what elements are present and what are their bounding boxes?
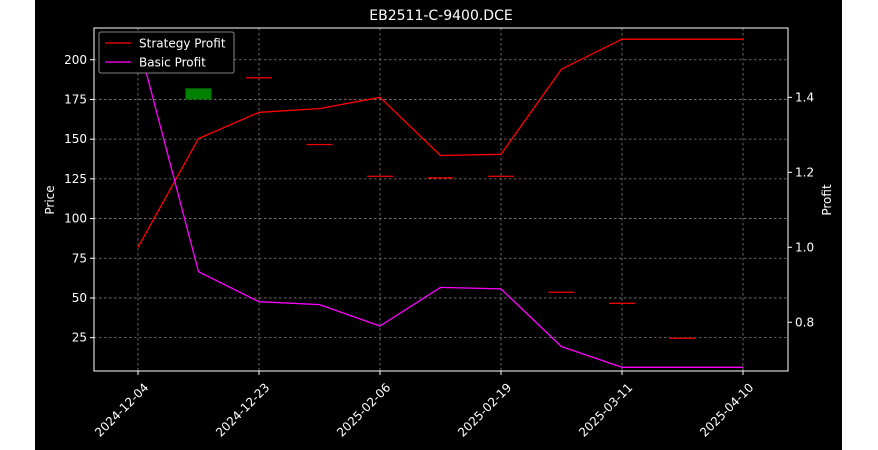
chart-title: EB2511-C-9400.DCE <box>369 8 512 24</box>
y-axis-right: 0.8 1.0 1.2 1.4 <box>788 90 814 329</box>
legend-label-strategy: Strategy Profit <box>139 37 226 51</box>
legend-label-basic: Basic Profit <box>139 56 206 70</box>
y-axis-left: 25 50 75 100 125 150 175 200 <box>64 53 94 345</box>
y-left-tick-label: 150 <box>64 132 87 146</box>
y-left-tick-label: 50 <box>72 291 87 305</box>
price-mark <box>488 175 514 177</box>
y-left-tick-label: 75 <box>72 251 87 265</box>
y-right-tick-label: 0.8 <box>795 315 814 329</box>
y-left-tick-label: 125 <box>64 172 87 186</box>
y-left-tick-label: 100 <box>64 212 87 226</box>
y-left-tick-label: 175 <box>64 92 87 106</box>
strategy-profit-line <box>137 38 743 248</box>
price-mark <box>427 177 454 179</box>
price-mark <box>367 175 393 177</box>
y-right-tick-label: 1.0 <box>795 240 814 254</box>
series-lines <box>137 38 743 368</box>
price-mark <box>185 88 212 100</box>
price-mark <box>246 77 272 79</box>
legend: Strategy Profit Basic Profit <box>98 31 235 74</box>
price-mark <box>609 302 635 304</box>
y-right-tick-label: 1.4 <box>795 90 814 104</box>
y-axis-right-label: Profit <box>820 184 834 216</box>
legend-box <box>98 31 235 74</box>
price-mark <box>669 337 696 339</box>
y-right-tick-label: 1.2 <box>795 165 814 179</box>
price-mark <box>306 143 333 146</box>
plot-frame <box>93 27 789 372</box>
price-mark <box>548 291 575 293</box>
y-left-tick-label: 200 <box>64 53 87 67</box>
figure-background <box>35 0 842 450</box>
basic-profit-line <box>137 40 743 368</box>
y-left-tick-label: 25 <box>72 331 87 345</box>
y-axis-left-label: Price <box>43 185 57 214</box>
